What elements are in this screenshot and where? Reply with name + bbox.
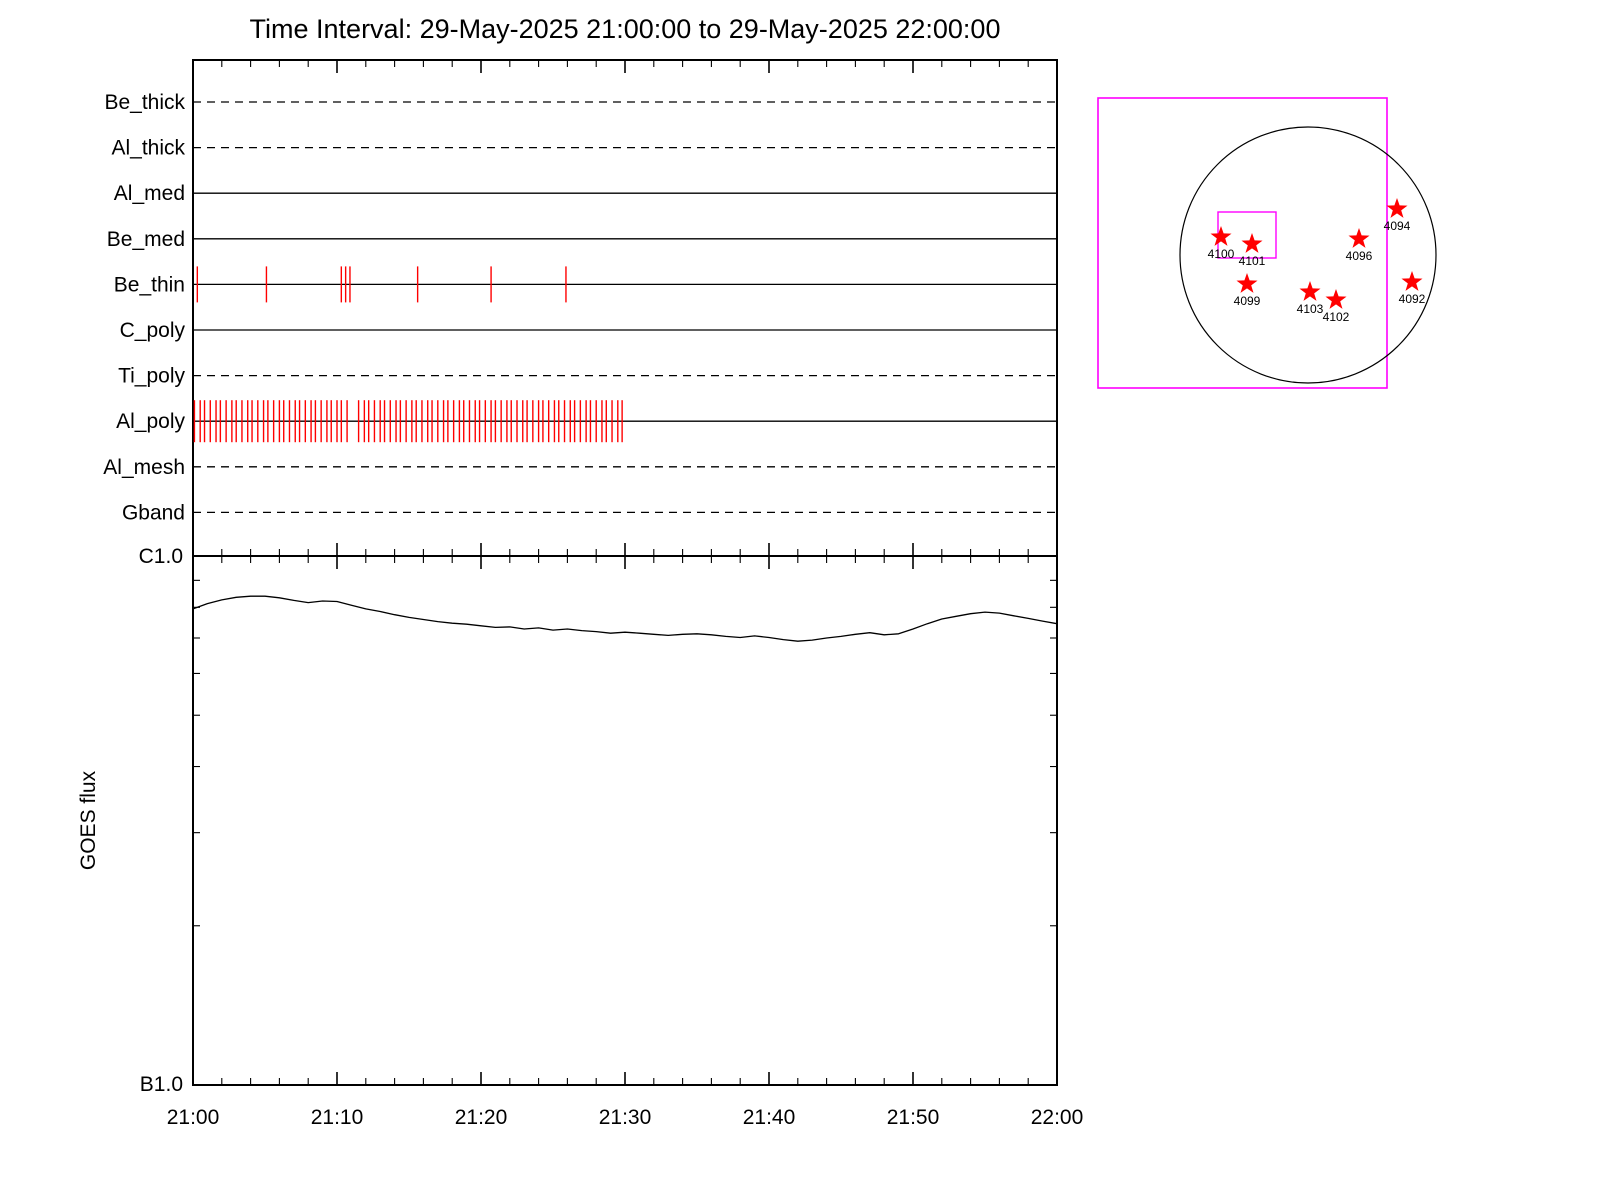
x-tick-label: 21:30 — [599, 1106, 652, 1129]
timeline-border — [192, 59, 1058, 557]
active-region-label-4103: 4103 — [1297, 302, 1324, 316]
channel-label-C_poly: C_poly — [120, 319, 186, 342]
goes-ylabel: GOES flux — [77, 770, 100, 870]
channel-label-Al_poly: Al_poly — [116, 410, 185, 433]
y-top-label: C1.0 — [139, 545, 183, 568]
goes-panel: C1.0 B1.0 21:00 21:10 21:20 21:30 21:40 21:50 22… — [77, 545, 1083, 1129]
active-region-star-4103 — [1299, 281, 1321, 301]
active-region-star-4101 — [1241, 233, 1263, 253]
y-bottom-label: B1.0 — [140, 1073, 183, 1096]
x-tick-label: 21:00 — [167, 1106, 220, 1129]
active-region-label-4099: 4099 — [1234, 294, 1261, 308]
x-tick-label: 21:20 — [455, 1106, 508, 1129]
channel-label-Al_med: Al_med — [114, 182, 185, 205]
channel-label-Al_mesh: Al_mesh — [103, 456, 185, 479]
active-region-star-4096 — [1348, 228, 1370, 248]
channel-label-Be_med: Be_med — [107, 228, 185, 251]
active-region-label-4092: 4092 — [1399, 292, 1426, 306]
active-region-star-4099 — [1236, 273, 1258, 293]
x-tick-label: 22:00 — [1031, 1106, 1084, 1129]
active-region-label-4101: 4101 — [1239, 254, 1266, 268]
solar-limb-circle — [1179, 126, 1437, 384]
active-region-star-4094 — [1386, 198, 1408, 218]
channel-label-Al_thick: Al_thick — [111, 137, 185, 160]
active-region-label-4094: 4094 — [1384, 219, 1411, 233]
x-tick-label: 21:40 — [743, 1106, 796, 1129]
active-region-star-4100 — [1210, 226, 1232, 246]
channel-label-Be_thick: Be_thick — [104, 91, 185, 114]
active-region-star-4092 — [1401, 271, 1423, 291]
channel-label-Be_thin: Be_thin — [114, 273, 185, 296]
active-region-label-4096: 4096 — [1346, 249, 1373, 263]
active-region-label-4100: 4100 — [1208, 247, 1235, 261]
fov-box — [1097, 97, 1388, 389]
channel-label-Gband: Gband — [122, 501, 185, 524]
goes-border — [192, 555, 1058, 1086]
goes-flux-curve — [192, 595, 1058, 642]
plot-title: Time Interval: 29-May-2025 21:00:00 to 2… — [249, 14, 1001, 44]
channel-label-Ti_poly: Ti_poly — [118, 365, 185, 388]
timeline-panel: Be_thick Al_thick Al_med Be_med Be_thin C_pol… — [103, 59, 1058, 557]
active-region-star-4102 — [1325, 289, 1347, 309]
x-tick-label: 21:50 — [887, 1106, 940, 1129]
active-region-label-4102: 4102 — [1323, 310, 1350, 324]
x-tick-label: 21:10 — [311, 1106, 364, 1129]
